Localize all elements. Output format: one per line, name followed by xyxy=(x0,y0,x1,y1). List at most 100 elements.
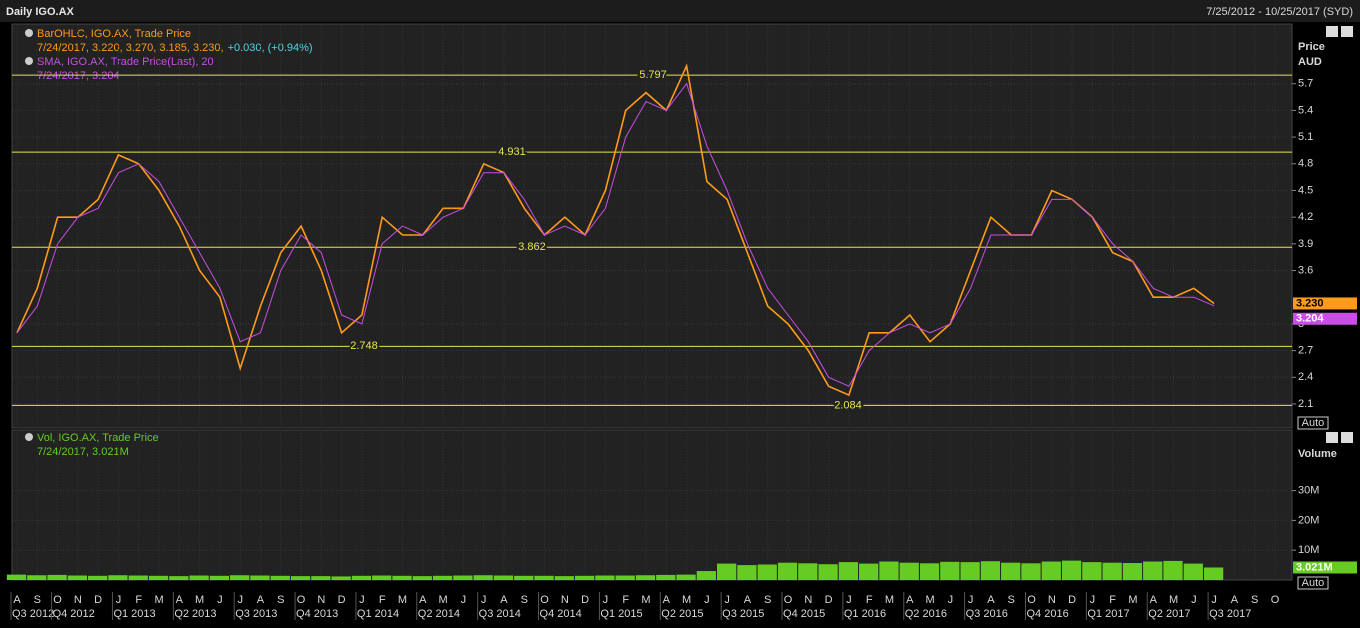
close-button[interactable] xyxy=(1341,26,1353,37)
x-tick-label: J xyxy=(359,594,365,606)
x-tick-label: N xyxy=(1048,594,1056,606)
volume-bar xyxy=(798,563,818,580)
x-tick-label: S xyxy=(764,594,771,606)
date-range: 7/25/2012 - 10/25/2017 (SYD) xyxy=(1206,6,1353,18)
volume-bar xyxy=(392,575,412,580)
x-tick-label: S xyxy=(521,594,528,606)
volume-bar xyxy=(108,575,128,580)
last-value-label: 3.230 xyxy=(1296,297,1324,309)
volume-bar xyxy=(351,575,372,580)
volume-bar xyxy=(88,575,108,580)
x-tick-label: J xyxy=(724,594,730,606)
volume-bar xyxy=(250,575,270,580)
legend-readout: 7/24/2017, 3.021M xyxy=(37,446,129,458)
x-tick-label: M xyxy=(439,594,448,606)
x-tick-label: A xyxy=(663,594,671,606)
volume-bar xyxy=(230,575,250,580)
x-tick-label: F xyxy=(866,594,873,606)
y-tick-label: 2.7 xyxy=(1298,345,1313,357)
quarter-label: Q3 2015 xyxy=(722,608,764,620)
quarter-label: Q3 2016 xyxy=(966,608,1008,620)
x-tick-label: M xyxy=(641,594,650,606)
price-axis-title: Price xyxy=(1298,41,1325,53)
x-tick-label: N xyxy=(561,594,569,606)
volume-bar xyxy=(879,561,899,580)
x-tick-label: J xyxy=(1090,594,1096,606)
volume-bar xyxy=(311,576,331,580)
quarter-label: Q1 2014 xyxy=(357,608,399,620)
legend-icon[interactable] xyxy=(25,57,33,65)
x-tick-label: A xyxy=(257,594,265,606)
volume-bar xyxy=(757,564,777,580)
x-tick-label: S xyxy=(34,594,41,606)
x-tick-label: A xyxy=(1150,594,1158,606)
last-value-tag xyxy=(1293,561,1357,574)
auto-button[interactable] xyxy=(1297,576,1329,590)
volume-bar xyxy=(737,565,757,580)
x-tick-label: F xyxy=(379,594,386,606)
y-tick-label: 5.1 xyxy=(1298,131,1313,143)
x-tick-label: A xyxy=(906,594,914,606)
close-button[interactable] xyxy=(1341,432,1353,443)
x-tick-label: M xyxy=(925,594,934,606)
volume-bar xyxy=(595,575,615,580)
volume-bar xyxy=(960,562,980,580)
volume-bar xyxy=(189,575,209,580)
volume-bar xyxy=(169,576,189,580)
volume-bar xyxy=(432,575,453,580)
x-tick-label: A xyxy=(13,594,21,606)
maximize-button[interactable] xyxy=(1326,432,1338,443)
x-tick-label: S xyxy=(277,594,284,606)
y-tick-label: 10M xyxy=(1298,544,1319,556)
quarter-label: Q2 2017 xyxy=(1148,608,1190,620)
x-tick-label: D xyxy=(94,594,102,606)
volume-bar xyxy=(473,575,493,580)
volume-bar xyxy=(290,576,311,580)
volume-bar xyxy=(1102,562,1122,580)
volume-bar xyxy=(980,561,1001,580)
last-value-label: 3.204 xyxy=(1296,313,1324,325)
volume-bar xyxy=(1082,562,1102,580)
last-value-tag xyxy=(1293,312,1357,325)
readout-change: +0.030, (+0.94%) xyxy=(228,42,313,54)
volume-bar xyxy=(940,561,960,580)
volume-bar xyxy=(534,575,554,580)
volume-bar xyxy=(6,574,27,580)
x-tick-label: S xyxy=(1008,594,1015,606)
x-tick-label: O xyxy=(297,594,306,606)
volume-bar xyxy=(696,571,716,580)
header-bar xyxy=(0,0,1360,22)
volume-bar xyxy=(676,574,696,580)
legend-icon[interactable] xyxy=(25,433,33,441)
x-tick-label: F xyxy=(1109,594,1116,606)
level-label: 2.748 xyxy=(350,340,378,352)
last-value-label: 3.021M xyxy=(1296,561,1333,573)
last-value-tag xyxy=(1293,297,1357,310)
volume-bar xyxy=(635,575,656,580)
auto-button[interactable] xyxy=(1297,416,1329,430)
quarter-label: Q2 2015 xyxy=(661,608,703,620)
volume-bar xyxy=(372,575,392,580)
legend-icon[interactable] xyxy=(25,29,33,37)
volume-bar xyxy=(1021,563,1041,580)
level-label: 3.862 xyxy=(518,241,546,253)
quarter-label: Q1 2015 xyxy=(600,608,642,620)
x-tick-label: F xyxy=(135,594,142,606)
x-tick-label: J xyxy=(968,594,974,606)
x-tick-label: M xyxy=(1169,594,1178,606)
quarter-label: Q2 2016 xyxy=(905,608,947,620)
x-tick-label: D xyxy=(825,594,833,606)
x-tick-label: M xyxy=(195,594,204,606)
volume-bar xyxy=(128,575,148,580)
volume-bar xyxy=(1061,560,1082,580)
auto-button-label[interactable]: Auto xyxy=(1302,577,1325,589)
x-tick-label: D xyxy=(338,594,346,606)
x-tick-label: A xyxy=(987,594,995,606)
window-buttons[interactable] xyxy=(1326,26,1353,443)
quarter-label: Q1 2016 xyxy=(844,608,886,620)
y-tick-label: 3.6 xyxy=(1298,264,1313,276)
volume-bar xyxy=(1001,562,1021,580)
maximize-button[interactable] xyxy=(1326,26,1338,37)
auto-button-label[interactable]: Auto xyxy=(1302,417,1325,429)
